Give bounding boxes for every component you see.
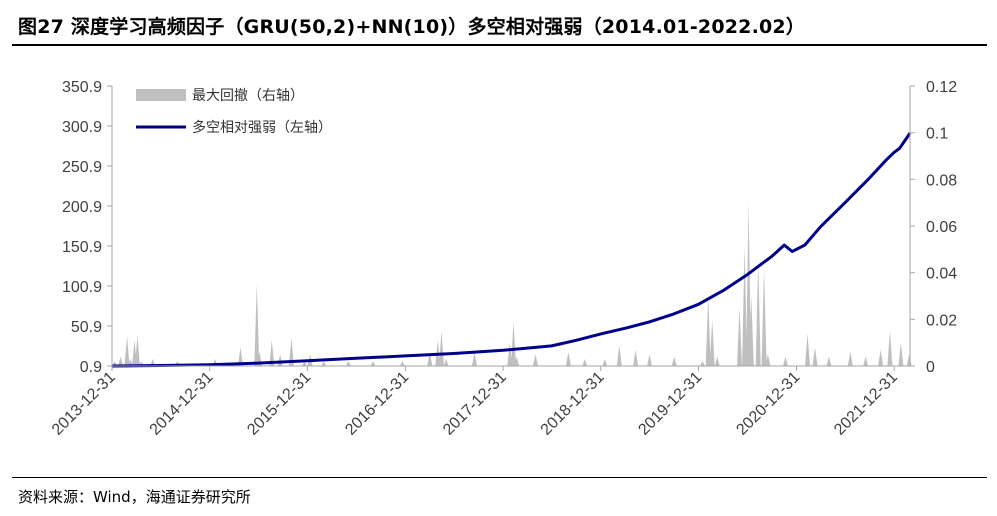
left-tick-label: 200.9 <box>62 199 102 216</box>
legend-line-label: 多空相对强弱（左轴） <box>192 119 332 136</box>
left-tick-label: 300.9 <box>62 119 102 136</box>
x-tick-label: 2015-12-31 <box>244 369 314 439</box>
x-tick-label: 2014-12-31 <box>147 369 217 439</box>
right-tick-label: 0.02 <box>926 312 957 329</box>
figure-title-bar: 图27 深度学习高频因子（GRU(50,2)+NN(10)）多空相对强弱（201… <box>0 0 997 46</box>
x-tick-label: 2013-12-31 <box>49 369 119 439</box>
left-tick-label: 250.9 <box>62 159 102 176</box>
left-tick-label: 350.9 <box>62 79 102 96</box>
x-tick-label: 2018-12-31 <box>538 369 608 439</box>
left-tick-label: 50.9 <box>71 319 102 336</box>
right-tick-label: 0.12 <box>926 79 957 96</box>
left-tick-label: 150.9 <box>62 239 102 256</box>
left-tick-label: 100.9 <box>62 279 102 296</box>
x-tick-label: 2016-12-31 <box>342 369 412 439</box>
right-tick-label: 0.1 <box>926 126 948 143</box>
source-note: 资料来源：Wind，海通证券研究所 <box>18 488 251 506</box>
line-area-chart: 0.9 50.9 100.9 150.9 200.9 250.9 300.9 350.9 0 0.… <box>49 79 957 439</box>
long-short-line <box>111 132 912 368</box>
legend-drawdown-swatch <box>136 89 186 101</box>
x-tick-label: 2017-12-31 <box>440 369 510 439</box>
right-tick-label: 0.04 <box>926 266 957 283</box>
right-tick-label: 0.06 <box>926 219 957 236</box>
x-tick-label: 2019-12-31 <box>635 369 705 439</box>
right-tick-label: 0.08 <box>926 172 957 189</box>
right-tick-label: 0 <box>926 359 935 376</box>
x-tick-label: 2021-12-31 <box>831 369 901 439</box>
legend-drawdown-label: 最大回撤（右轴） <box>192 88 304 104</box>
footer-divider <box>12 477 987 478</box>
title-divider <box>12 44 987 46</box>
drawdown-area <box>112 202 912 366</box>
figure-title: 图27 深度学习高频因子（GRU(50,2)+NN(10)）多空相对强弱（201… <box>18 16 806 38</box>
left-tick-label: 0.9 <box>80 359 102 376</box>
x-tick-label: 2020-12-31 <box>733 369 803 439</box>
